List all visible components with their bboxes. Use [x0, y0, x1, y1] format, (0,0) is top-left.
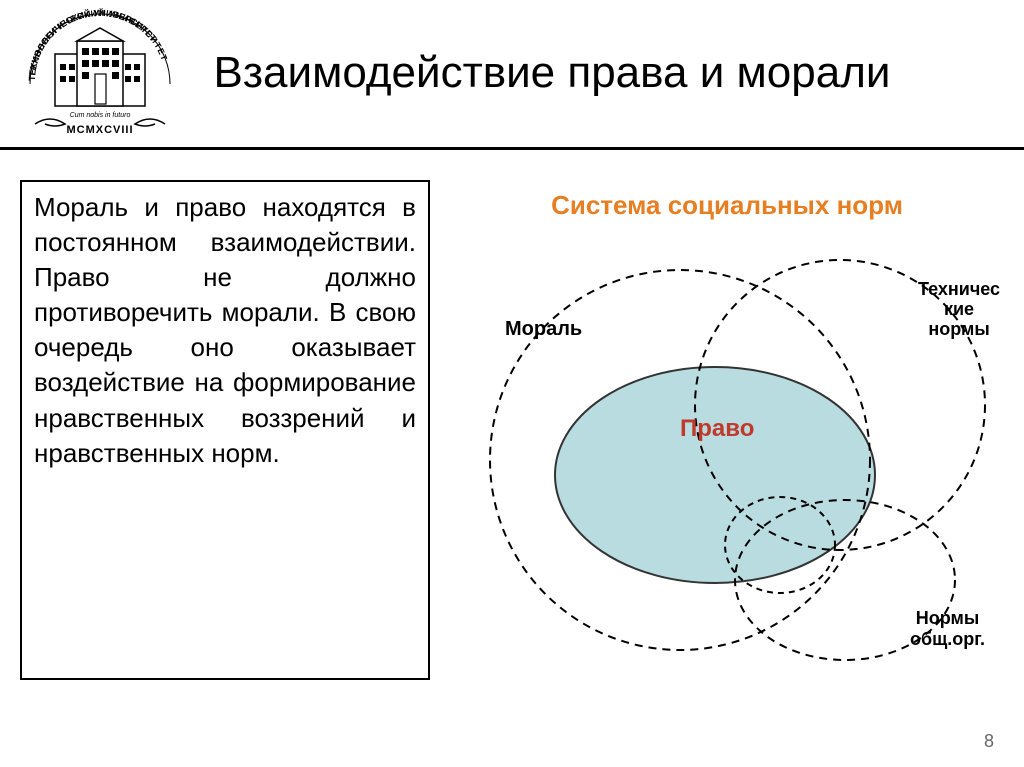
svg-text:MCMXCVIII: MCMXCVIII: [66, 124, 133, 136]
label-moral: Мораль: [505, 318, 582, 341]
slide-content: Мораль и право находятся в постоянном вз…: [0, 150, 1024, 710]
description-box: Мораль и право находятся в постоянном вз…: [20, 180, 430, 680]
label-pravo: Право: [680, 415, 754, 443]
label-tech: Техническиенормы: [918, 280, 1000, 339]
slide-title: Взаимодействие права и морали: [190, 47, 1014, 100]
label-org: Нормыобщ.орг.: [910, 608, 985, 649]
svg-text:Cum nobis in futuro: Cum nobis in futuro: [70, 112, 131, 119]
page-number: 8: [984, 731, 994, 752]
center-ellipse-pravo: [555, 367, 875, 583]
venn-diagram: Система социальных норм МоральТехнически…: [450, 180, 1004, 680]
university-logo: ТЕХНОЛОГИЧЕСКИЙ УНИВЕРСИТЕТ ТЕХНОЛОГИЧЕС…: [10, 4, 190, 144]
slide-header: ТЕХНОЛОГИЧЕСКИЙ УНИВЕРСИТЕТ ТЕХНОЛОГИЧЕС…: [0, 0, 1024, 150]
